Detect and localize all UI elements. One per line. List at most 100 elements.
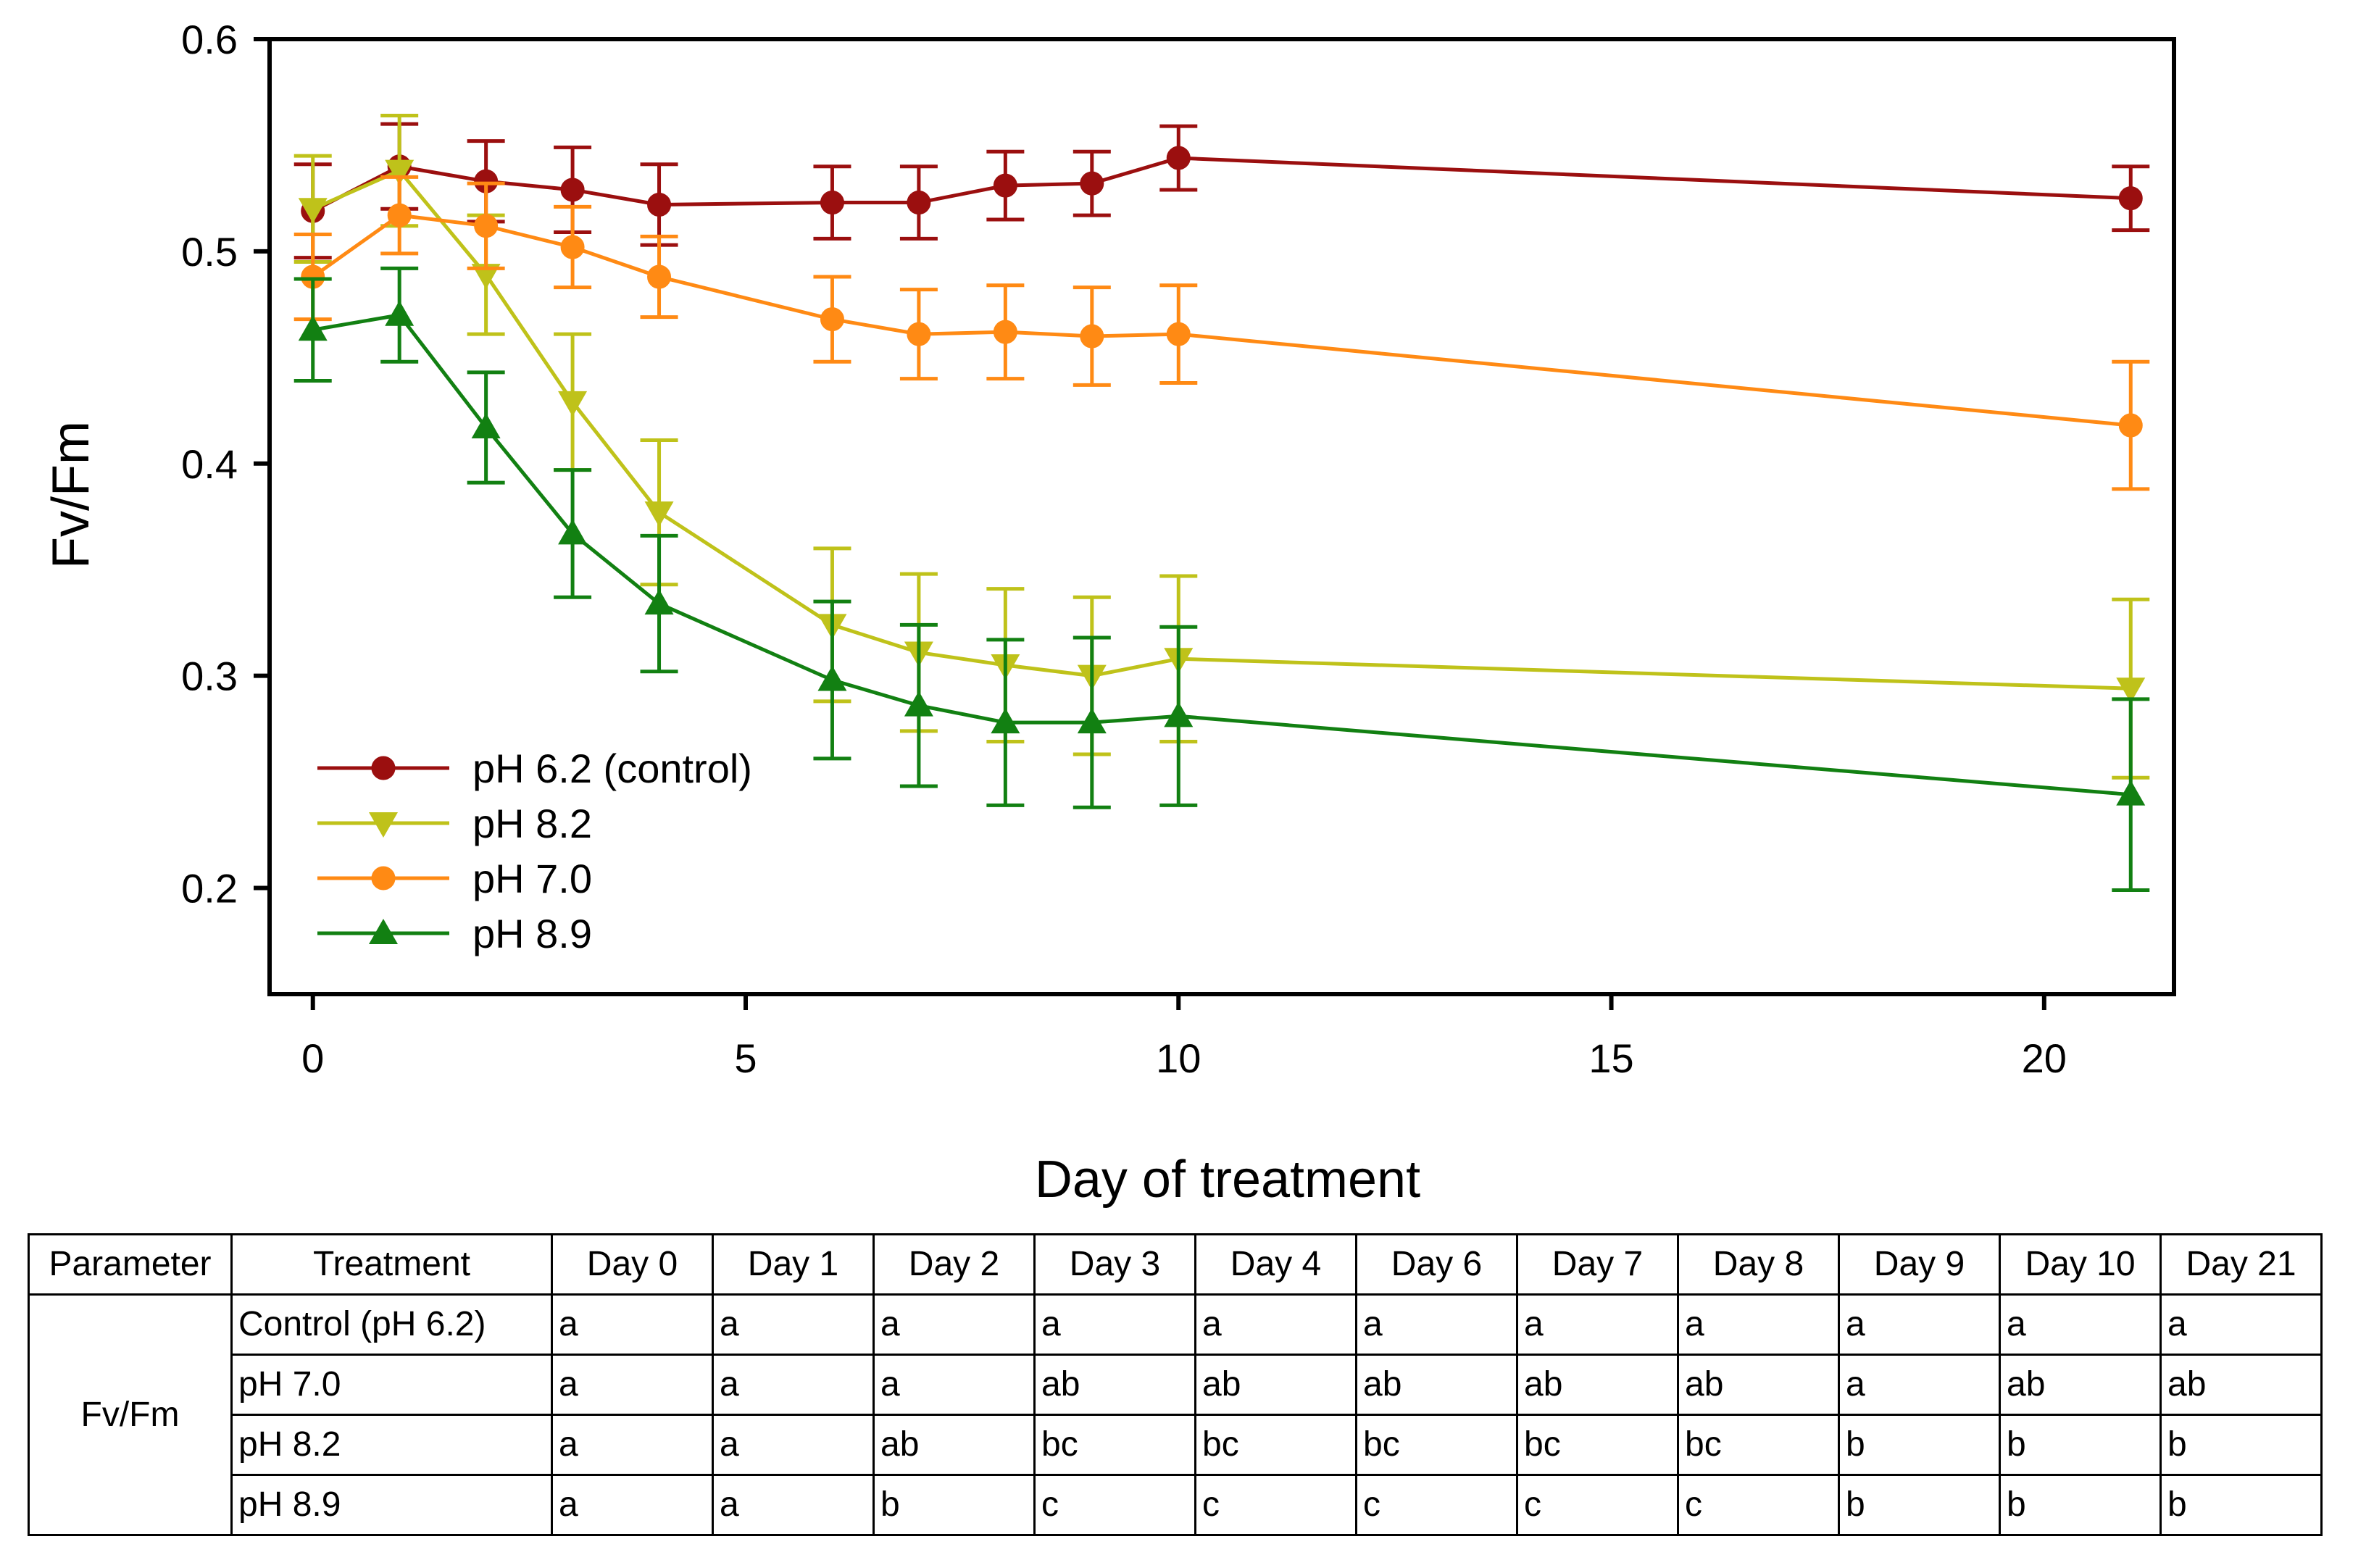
series-line [312, 168, 2131, 691]
plot-frame [267, 37, 2176, 996]
significance-cell: a [872, 1354, 1036, 1416]
data-point [817, 665, 847, 691]
fvfm-line-chart: 0.2 0.3 0.4 0.5 0.6 0 5 10 15 20 pH 6.2 (control)… [42, 17, 2176, 1209]
x-tick-label: 20 [2022, 1035, 2067, 1081]
data-point [558, 391, 588, 417]
significance-cell: a [1516, 1293, 1679, 1356]
significance-cell: b [1838, 1474, 2001, 1536]
legend-item: pH 7.0 [317, 856, 592, 901]
significance-cell: a [712, 1354, 875, 1416]
significance-cell: bc [1677, 1414, 1840, 1476]
data-point [647, 264, 672, 289]
table-header-cell: Treatment [230, 1233, 553, 1296]
significance-cell: a [551, 1293, 714, 1356]
data-point [560, 235, 585, 259]
data-point [474, 214, 499, 238]
series-line [312, 313, 2131, 797]
x-tick-label: 10 [1156, 1035, 1201, 1081]
data-point [385, 159, 415, 185]
y-tick-label: 0.5 [181, 229, 238, 275]
x-tick-label: 5 [734, 1035, 757, 1081]
data-point [820, 307, 844, 332]
table-header-cell: Parameter [28, 1233, 233, 1296]
significance-cell: a [551, 1474, 714, 1536]
data-point [298, 198, 328, 224]
data-point [907, 322, 931, 346]
legend-item: pH 6.2 (control) [317, 746, 752, 791]
table-row: pH 7.0 a a a ab ab ab ab ab a ab ab [29, 1354, 2323, 1416]
legend-label: pH 7.0 [472, 856, 592, 901]
series-line [312, 156, 2131, 213]
data-point [471, 264, 501, 290]
significance-cell: bc [1194, 1414, 1357, 1476]
significance-cell: a [2159, 1293, 2323, 1356]
data-point [471, 412, 501, 438]
x-tick-label: 15 [1588, 1035, 1633, 1081]
legend-marker [369, 919, 398, 944]
series-3 [293, 266, 2150, 892]
significance-cell: b [1999, 1414, 2162, 1476]
treatment-cell: pH 8.2 [230, 1414, 553, 1476]
table-header-cell: Day 9 [1838, 1233, 2001, 1296]
parameter-cell: Fv/Fm [28, 1293, 233, 1536]
treatment-cell: pH 8.9 [230, 1474, 553, 1536]
data-point [1080, 171, 1104, 196]
significance-cell: c [1194, 1474, 1357, 1536]
legend-item: pH 8.9 [317, 911, 592, 956]
significance-cell: c [1677, 1474, 1840, 1536]
data-point [904, 691, 933, 717]
data-point [298, 315, 328, 341]
significance-cell: bc [1516, 1414, 1679, 1476]
table-header-cell: Day 6 [1355, 1233, 1518, 1296]
treatment-cell: Control (pH 6.2) [230, 1293, 553, 1356]
significance-cell: bc [1355, 1414, 1518, 1476]
significance-cell: a [1838, 1354, 2001, 1416]
y-axis-title: Fv/Fm [42, 421, 100, 569]
data-point [647, 192, 672, 217]
significance-cell: bc [1033, 1414, 1196, 1476]
significance-cell: ab [1677, 1354, 1840, 1416]
legend-marker [369, 812, 398, 838]
table-header-cell: Day 7 [1516, 1233, 1679, 1296]
significance-cell: b [2159, 1414, 2323, 1476]
significance-cell: b [1838, 1414, 2001, 1476]
data-point [1080, 324, 1104, 349]
significance-table: Parameter Treatment Day 0 Day 1 Day 2 Day 3 Da… [28, 1233, 2323, 1536]
significance-cell: ab [1355, 1354, 1518, 1416]
significance-cell: a [551, 1354, 714, 1416]
significance-cell: ab [2159, 1354, 2323, 1416]
data-point [1164, 701, 1194, 727]
significance-cell: a [712, 1414, 875, 1476]
table-header-cell: Day 0 [551, 1233, 714, 1296]
data-point [2118, 413, 2143, 438]
significance-cell: a [551, 1414, 714, 1476]
significance-cell: ab [1516, 1354, 1679, 1416]
data-point [2118, 186, 2143, 211]
table-header-cell: Day 4 [1194, 1233, 1357, 1296]
significance-cell: c [1516, 1474, 1679, 1536]
significance-cell: a [712, 1293, 875, 1356]
table-row: Fv/Fm Control (pH 6.2) a a a a a a a a a a a [28, 1293, 2323, 1536]
significance-cell: b [872, 1474, 1036, 1536]
x-axis-title: Day of treatment [1035, 1151, 1420, 1209]
data-point [558, 519, 588, 545]
data-point [644, 501, 674, 527]
data-point [2116, 677, 2146, 704]
significance-cell: b [2159, 1474, 2323, 1536]
data-point [560, 178, 585, 202]
legend-label: pH 8.9 [472, 911, 592, 956]
table-header-cell: Day 8 [1677, 1233, 1840, 1296]
data-point [1077, 708, 1107, 734]
treatment-cell: pH 7.0 [230, 1354, 553, 1416]
significance-cell: a [872, 1293, 1036, 1356]
data-point [1166, 322, 1191, 346]
data-point [991, 708, 1020, 734]
significance-cell: a [1194, 1293, 1357, 1356]
table-row: pH 8.9 a a b c c c c c b b b [29, 1474, 2323, 1536]
data-point [993, 173, 1017, 198]
significance-cell: a [1838, 1293, 2001, 1356]
significance-cell: a [1999, 1293, 2162, 1356]
legend-item: pH 8.2 [317, 801, 592, 846]
data-point [993, 320, 1017, 344]
table-header-row: Parameter Treatment Day 0 Day 1 Day 2 Day 3 Da… [28, 1233, 2323, 1296]
